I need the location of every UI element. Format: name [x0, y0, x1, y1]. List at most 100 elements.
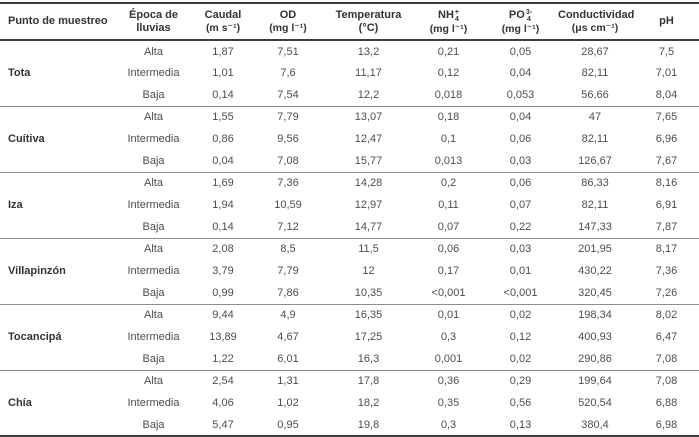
season-cell: Baja: [142, 154, 165, 167]
table-row: Baja 5,47 0,95 19,8 0,3 0,13 380,4 6,98: [0, 414, 699, 436]
season-cell: Intermedia: [127, 397, 180, 410]
value-cell: 6,98: [655, 418, 678, 431]
value-cell: 0,36: [412, 369, 485, 393]
value-cell: 0,02: [509, 352, 532, 365]
value-cell: 6,88: [655, 397, 678, 410]
value-cell: 13,89: [209, 331, 237, 344]
value-cell: 0,04: [485, 105, 556, 129]
value-cell: 7,08: [655, 352, 678, 365]
column-header-caudal: Caudal (m s⁻¹): [195, 3, 251, 42]
value-cell: 10,35: [354, 286, 383, 299]
value-cell: 4,67: [277, 331, 299, 344]
value-cell: 0,04: [212, 154, 234, 167]
value-cell: 0,06: [485, 171, 556, 195]
value-cell: 9,44: [195, 303, 251, 327]
season-cell: Alta: [112, 237, 195, 261]
value-cell: 0,13: [509, 418, 532, 431]
table-row: Intermedia 4,06 1,02 18,2 0,35 0,56 520,54 6,88: [0, 392, 699, 414]
value-cell: 0,03: [509, 154, 532, 167]
season-cell: Baja: [142, 352, 165, 365]
value-cell: 5,47: [212, 418, 234, 431]
value-cell: 7,6: [280, 67, 296, 80]
value-cell: 0,06: [509, 133, 532, 146]
value-cell: 1,31: [251, 369, 325, 393]
value-cell: 7,01: [655, 67, 678, 80]
column-unit: (mg l⁻¹): [501, 22, 540, 35]
table-row: Iza Alta 1,69 7,36 14,28 0,2 0,06 86,33 8,16: [0, 171, 699, 239]
value-cell: 7,54: [277, 88, 299, 101]
value-cell: 7,79: [251, 105, 325, 129]
column-label: Temperatura (°C): [335, 8, 402, 34]
value-cell: 198,34: [556, 303, 634, 327]
value-cell: 10,59: [274, 199, 302, 212]
column-header-temperatura: Temperatura (°C): [325, 3, 412, 42]
table-row: Tota Alta 1,87 7,51 13,2 0,21 0,05 28,67 7,5: [0, 40, 699, 80]
season-cell: Intermedia: [127, 67, 180, 80]
value-cell: 0,22: [509, 220, 532, 233]
value-cell: 7,08: [277, 154, 299, 167]
value-cell: 4,9: [251, 303, 325, 327]
value-cell: 430,22: [578, 265, 612, 278]
season-cell: Intermedia: [127, 265, 180, 278]
value-cell: 0,05: [509, 45, 532, 58]
table-row: Tocancipá Alta 9,44 4,9 16,35 0,01 0,02 198,34 8…: [0, 303, 699, 371]
value-cell: 6,96: [655, 133, 678, 146]
value-cell: 0,07: [509, 199, 532, 212]
table-row: Baja 0,99 7,86 10,35 <0,001 <0,001 320,45 7,26: [0, 282, 699, 304]
column-header-od: OD (mg l⁻¹): [251, 3, 325, 42]
table-row: Intermedia 1,01 7,6 11,17 0,12 0,04 82,11 7,01: [0, 62, 699, 84]
season-cell: Intermedia: [127, 199, 180, 212]
value-cell: 0,018: [434, 88, 463, 101]
value-cell: 0,06: [412, 237, 485, 261]
value-cell: 1,01: [212, 67, 234, 80]
value-cell: 7,36: [251, 171, 325, 195]
value-cell: 1,87: [212, 45, 234, 58]
value-cell: 8,17: [634, 237, 699, 261]
table-body: Tota Alta 1,87 7,51 13,2 0,21 0,05 28,67 7,5 Inte…: [0, 40, 699, 437]
value-cell: 0,2: [412, 171, 485, 195]
value-cell: 2,54: [195, 369, 251, 393]
table-row: Baja 0,14 7,54 12,2 0,018 0,053 56,66 8,04: [0, 84, 699, 106]
value-cell: 28,67: [581, 45, 609, 58]
site-cell: Villapinzón: [0, 237, 112, 305]
column-header-punto-de-muestreo: Punto de muestreo: [0, 3, 112, 42]
value-cell: 12: [362, 265, 375, 278]
value-cell: 201,95: [556, 237, 634, 261]
value-cell: 0,12: [437, 67, 460, 80]
table-row: Villapinzón Alta 2,08 8,5 11,5 0,06 0,03 201,95…: [0, 237, 699, 305]
value-cell: 8,02: [634, 303, 699, 327]
column-header-nh4: NH +4 (mg l⁻¹): [412, 3, 485, 42]
value-cell: 8,5: [251, 237, 325, 261]
table-row: Intermedia 1,94 10,59 12,97 0,11 0,07 82,11 6,9…: [0, 194, 699, 216]
value-cell: 16,3: [357, 352, 380, 365]
value-cell: 7,65: [634, 105, 699, 129]
column-header-conductividad: Conductividad (μs cm⁻¹): [556, 3, 634, 42]
season-cell: Baja: [142, 286, 165, 299]
value-cell: 12,47: [354, 133, 383, 146]
value-cell: 4,06: [212, 397, 234, 410]
value-cell: 6,01: [277, 352, 299, 365]
site-cell: Cuítiva: [0, 105, 112, 173]
value-cell: 0,013: [434, 154, 463, 167]
value-cell: 0,95: [277, 418, 299, 431]
value-cell: 7,86: [277, 286, 299, 299]
value-cell: 86,33: [556, 171, 634, 195]
value-cell: 6,47: [655, 331, 678, 344]
value-cell: 1,94: [212, 199, 234, 212]
value-cell: 147,33: [578, 220, 612, 233]
season-cell: Alta: [112, 369, 195, 393]
value-cell: 400,93: [578, 331, 612, 344]
value-cell: 6,91: [655, 199, 678, 212]
value-cell: 13,2: [357, 45, 380, 58]
value-cell: 380,4: [581, 418, 609, 431]
value-cell: 0,01: [412, 303, 485, 327]
value-cell: 7,51: [277, 45, 299, 58]
value-cell: 18,2: [357, 397, 380, 410]
value-cell: 0,29: [485, 369, 556, 393]
column-unit: (μs cm⁻¹): [571, 21, 619, 34]
season-cell: Baja: [142, 88, 165, 101]
column-header-ph: pH: [634, 3, 699, 42]
value-cell: 7,79: [277, 265, 299, 278]
value-cell: 0,053: [506, 88, 535, 101]
